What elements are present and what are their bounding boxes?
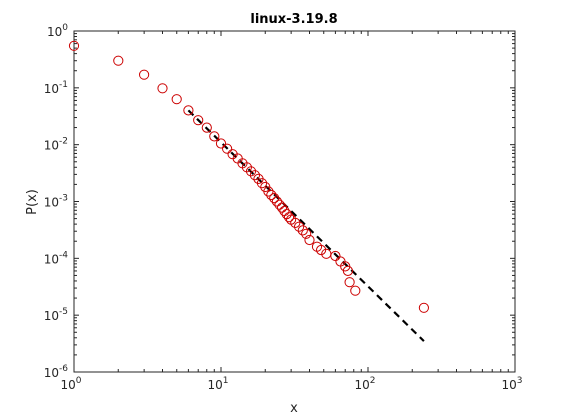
data-point <box>418 302 429 313</box>
data-point <box>271 196 282 207</box>
y-axis-label: P(x) <box>25 189 40 215</box>
data-point <box>249 170 260 181</box>
data-point <box>113 55 124 66</box>
data-point <box>269 193 280 204</box>
data-point <box>283 212 295 223</box>
x-axis: 100 101 102 103 <box>60 31 523 392</box>
data-point <box>157 83 168 94</box>
x-axis-label: x <box>290 401 298 416</box>
data-point <box>301 228 312 239</box>
data-point <box>350 285 361 296</box>
plot-area <box>73 30 516 373</box>
data-point <box>193 115 204 126</box>
data-point <box>139 69 150 80</box>
data-point <box>330 250 341 262</box>
data-point <box>316 244 327 256</box>
data-point <box>201 122 212 133</box>
data-point <box>263 186 274 197</box>
data-point <box>256 178 268 189</box>
data-point <box>290 217 301 228</box>
data-point <box>342 265 353 276</box>
data-point <box>344 277 355 288</box>
data-point <box>294 221 305 232</box>
data-point <box>171 94 182 105</box>
data-point <box>222 143 233 154</box>
fit-layer <box>187 109 425 342</box>
chart-title: linux-3.19.8 <box>250 12 337 27</box>
data-point <box>245 166 257 177</box>
plot-frame <box>73 30 516 373</box>
power-law-fit-line <box>187 109 425 342</box>
data-point <box>297 225 308 236</box>
data-point <box>274 199 285 210</box>
data-point <box>215 138 227 149</box>
data-point <box>183 105 194 116</box>
data-point <box>209 131 220 142</box>
data-point <box>266 189 277 201</box>
data-point <box>68 40 80 51</box>
data-point <box>304 234 315 246</box>
marker-layer <box>68 40 429 313</box>
